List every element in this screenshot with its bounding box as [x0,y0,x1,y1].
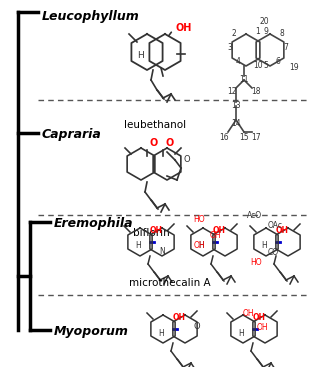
Text: 12: 12 [227,87,237,97]
Text: Capraria: Capraria [42,128,102,141]
Text: 14: 14 [231,120,241,128]
Text: 20: 20 [259,18,269,26]
Text: 13: 13 [231,102,241,110]
Text: OH: OH [175,23,191,33]
Text: 3: 3 [228,44,232,52]
Text: N: N [159,247,165,256]
Text: Eremophila: Eremophila [54,217,133,230]
Text: OH: OH [149,226,163,235]
Text: OH: OH [257,323,268,332]
Text: 19: 19 [289,63,299,73]
Text: CO: CO [268,248,279,257]
Text: Leucophyllum: Leucophyllum [42,10,140,23]
Text: HO: HO [193,215,205,224]
Text: 4: 4 [236,58,240,66]
Text: O: O [183,155,190,164]
Text: 6: 6 [276,58,280,66]
Text: O: O [149,138,157,148]
Text: H: H [238,328,244,338]
Text: H: H [138,51,144,61]
Text: OH: OH [243,309,255,318]
Text: HO: HO [250,258,262,267]
Text: OH: OH [252,313,266,322]
Text: AcO: AcO [247,211,262,220]
Text: biflorin: biflorin [132,228,169,238]
Text: 2: 2 [232,29,236,39]
Text: 15: 15 [239,134,249,142]
Text: OH: OH [210,231,222,240]
Text: H: H [135,241,141,251]
Text: OH: OH [193,241,205,250]
Text: H: H [198,241,204,251]
Text: 7: 7 [284,44,288,52]
Text: OH: OH [172,313,186,322]
Text: 16: 16 [219,134,229,142]
Text: 8: 8 [280,29,284,39]
Text: 9: 9 [264,28,268,36]
Text: OH: OH [276,226,289,235]
Text: 5: 5 [264,62,268,70]
Text: OAc: OAc [268,221,283,230]
Text: 10: 10 [253,62,263,70]
Text: 17: 17 [251,134,261,142]
Text: O: O [194,322,200,331]
Text: OH: OH [212,226,226,235]
Text: 11: 11 [239,76,249,84]
Text: H: H [158,328,164,338]
Text: H: H [261,241,267,251]
Text: Myoporum: Myoporum [54,325,129,338]
Text: microthecalin A: microthecalin A [129,278,211,288]
Text: O: O [165,138,173,148]
Text: 18: 18 [251,87,261,97]
Text: 1: 1 [256,28,260,36]
Text: leubethanol: leubethanol [124,120,186,130]
